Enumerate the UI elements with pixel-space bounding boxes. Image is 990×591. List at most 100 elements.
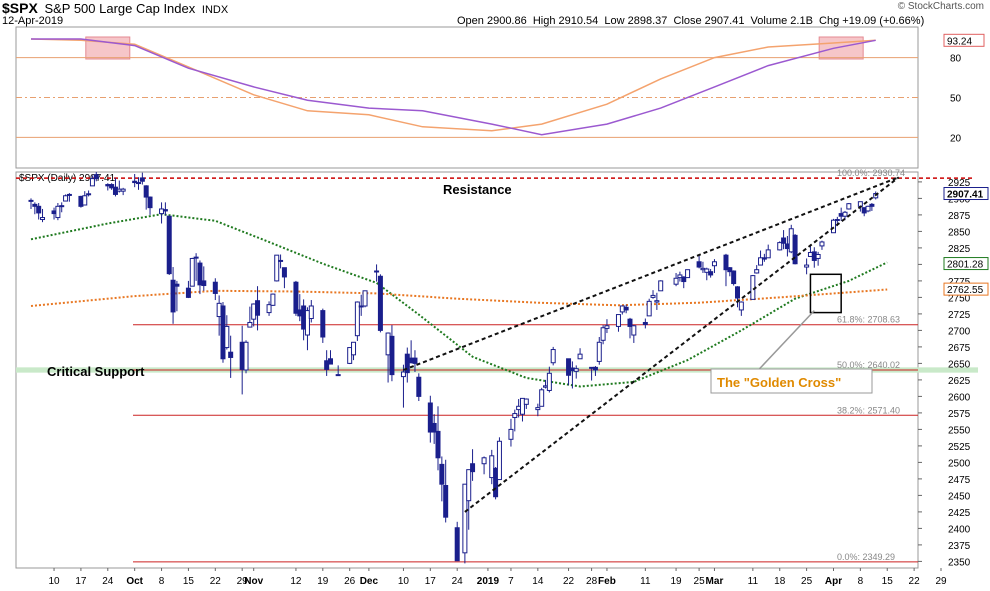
candle-body [577,353,583,360]
candle-body [631,325,637,336]
candle-body [677,274,683,279]
price-tick-label: 2550 [948,425,971,436]
candle-body [696,261,702,268]
date-tick-label: Oct [126,576,143,587]
price-tick-label: 2425 [948,508,971,519]
candle-body [40,217,46,221]
date-tick-label: 15 [882,576,894,587]
candle-body [32,203,38,207]
candle-body [489,455,495,479]
candle-body [389,335,395,376]
date-tick-label: 12 [290,576,302,587]
candle-body [481,457,487,465]
fib-level-label: 100.0%: 2930.74 [837,168,905,178]
candle-body [650,294,656,298]
candle-body [708,271,714,276]
candle-body [132,180,138,184]
candle-body [324,360,330,370]
candle-body [347,347,353,364]
candle-body [834,219,840,222]
date-tick-label: 29 [237,576,249,587]
candle-body [761,257,767,260]
resistance-label: Resistance [443,182,512,197]
candle-body [546,372,552,391]
price-tick-label: 2525 [948,442,971,453]
candle-body [293,281,299,314]
candle-body [600,327,606,341]
candle-body [673,277,679,285]
oscillator-last-value: 93.24 [947,36,972,47]
price-tick-label: 2475 [948,475,971,486]
candle-body [377,275,383,331]
date-tick-label: 19 [317,576,329,587]
candle-body [512,413,518,419]
candle-body [435,430,441,459]
candle-body [681,276,687,283]
candle-body [454,527,460,562]
candle-body [120,188,126,192]
candle-body [243,341,249,371]
candle-body [550,349,556,364]
candle-body [642,321,648,325]
candle-body [566,358,572,376]
candle-body [270,293,276,306]
date-tick-label: 8 [159,576,165,587]
oscillator-series-line [30,38,876,132]
candle-body [519,397,525,415]
candle-body [136,182,142,185]
oscillator-series-line [31,38,876,136]
date-tick-label: 17 [425,576,437,587]
date-tick-label: Apr [825,576,842,587]
candle-body [266,304,272,314]
candle-body [354,301,360,337]
candle-body [320,310,326,338]
date-tick-label: 24 [452,576,464,587]
oscillator-tick-label: 80 [950,54,962,65]
critical-support-label: Critical Support [47,364,145,379]
date-tick-label: 24 [102,576,114,587]
date-tick-label: 18 [774,576,786,587]
candle-body [358,305,364,308]
candle-body [335,374,341,377]
candle-body [362,290,368,307]
candle-body [470,463,476,473]
candle-body [865,205,871,212]
price-tick-label: 2875 [948,211,971,222]
price-tick-label: 2500 [948,458,971,469]
candle-body [462,483,468,554]
candle-body [228,351,234,358]
price-tick-label: 2850 [948,227,971,238]
quote-line: Open 2900.86 High 2910.54 Low 2898.37 Cl… [457,15,925,27]
candle-body [82,195,88,206]
date-tick-label: 15 [183,576,195,587]
date-tick-label: Mar [706,576,724,587]
date-tick-label: 25 [694,576,706,587]
candle-body [604,325,610,329]
date-tick-label: Feb [598,576,616,587]
date-tick-label: 10 [48,576,60,587]
candle-body [281,267,287,278]
price-tick-label: 2625 [948,376,971,387]
date-tick-label: 17 [75,576,87,587]
date-tick-label: 22 [563,576,575,587]
date-tick-label: 28 [586,576,598,587]
fib-level-label: 0.0%: 2349.29 [837,552,895,562]
fib-level-label: 50.0%: 2640.02 [837,360,900,370]
date-tick-label: 29 [935,576,947,587]
stockcharts-watermark: © StockCharts.com [897,1,984,12]
date-tick-label: 25 [801,576,813,587]
candle-body [201,280,207,287]
last-value-tag [943,282,989,296]
candle-body [731,270,737,285]
candle-body [197,262,203,286]
date-tick-label: Dec [360,576,379,587]
candle-body [781,237,787,244]
date-tick-label: 22 [909,576,921,587]
candle-body [857,201,863,207]
candle-body [704,268,710,273]
candle-body [646,300,652,317]
candle-body [723,254,729,271]
candle-body [734,286,740,299]
